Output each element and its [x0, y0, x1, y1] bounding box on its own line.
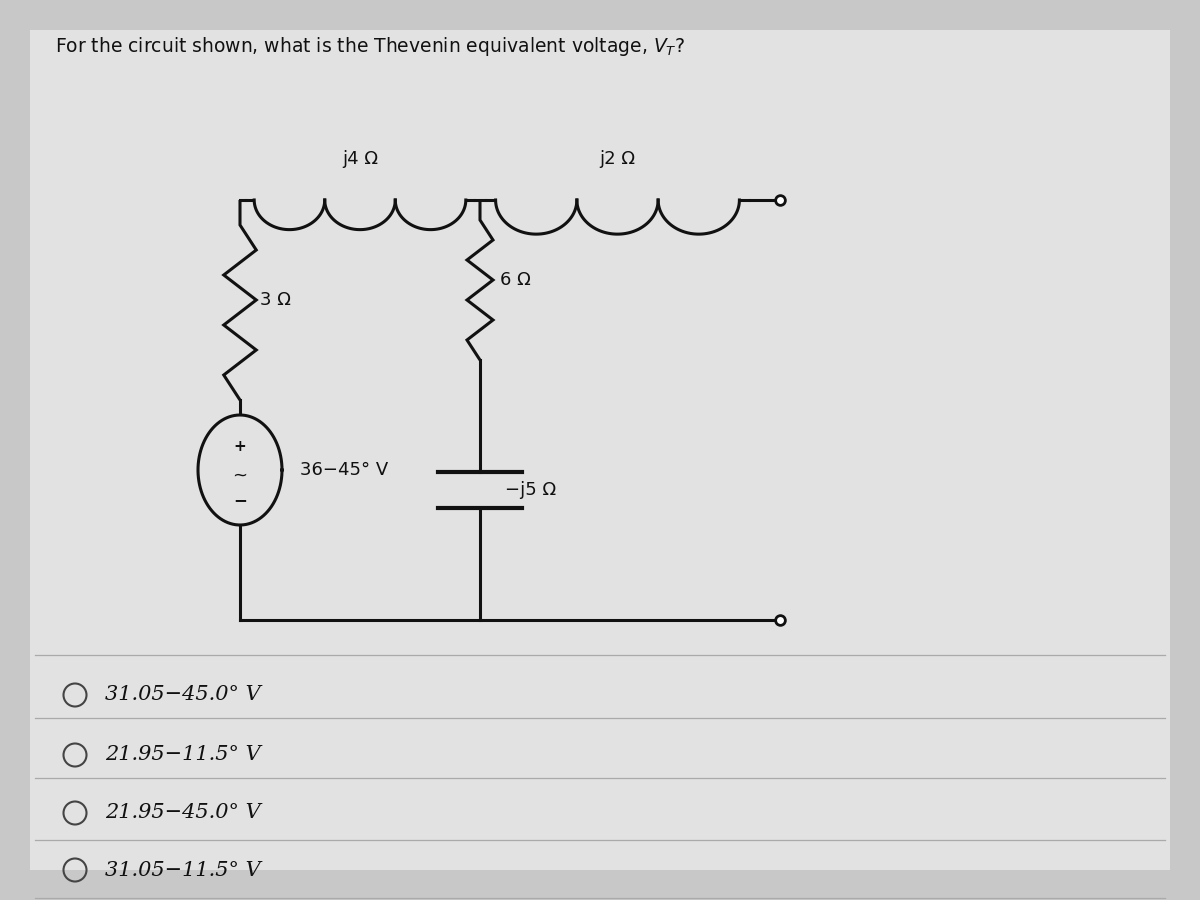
Text: −j5 Ω: −j5 Ω	[505, 481, 556, 499]
Text: For the circuit shown, what is the Thevenin equivalent voltage, $V_T$?: For the circuit shown, what is the Theve…	[55, 35, 685, 58]
Text: j4 Ω: j4 Ω	[342, 150, 378, 168]
Text: ~: ~	[233, 466, 247, 484]
Text: 3 Ω: 3 Ω	[260, 291, 290, 309]
Text: 36−45° V: 36−45° V	[300, 461, 389, 479]
Text: 31.05−11.5° V: 31.05−11.5° V	[106, 860, 260, 879]
Text: 21.95−45.0° V: 21.95−45.0° V	[106, 804, 260, 823]
Text: 21.95−11.5° V: 21.95−11.5° V	[106, 745, 260, 764]
Text: +: +	[234, 439, 246, 454]
Text: −: −	[233, 491, 247, 509]
Text: 6 Ω: 6 Ω	[500, 271, 530, 289]
Text: 31.05−45.0° V: 31.05−45.0° V	[106, 686, 260, 705]
FancyBboxPatch shape	[30, 30, 1170, 870]
Text: j2 Ω: j2 Ω	[600, 150, 636, 168]
